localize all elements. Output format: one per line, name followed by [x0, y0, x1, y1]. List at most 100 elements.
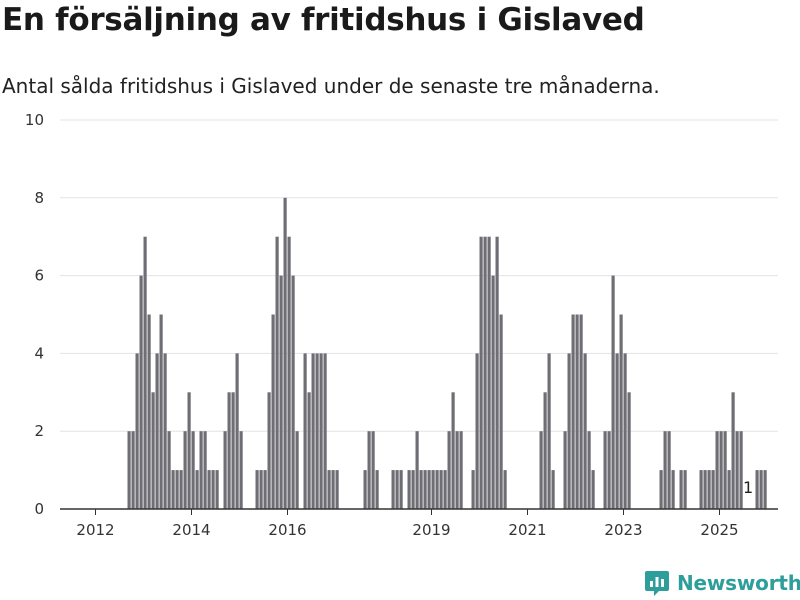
bar [431, 470, 435, 509]
bar-chart: 0 2 4 6 8 10 1 2012 2014 2016 2019 2021 2023 2025 [25, 111, 778, 539]
bar [627, 392, 631, 509]
bar [671, 470, 675, 509]
y-tick-label: 10 [25, 111, 44, 129]
bar [279, 275, 283, 509]
bar [483, 236, 487, 509]
newsworthy-logo-text: Newsworthy [677, 571, 800, 595]
bar [143, 236, 147, 509]
bar [411, 470, 415, 509]
bar [739, 431, 743, 509]
bar [731, 392, 735, 509]
bar [175, 470, 179, 509]
bar [267, 392, 271, 509]
bar [127, 431, 131, 509]
bar [755, 470, 759, 509]
bar [391, 470, 395, 509]
bar [579, 314, 583, 509]
bar [215, 470, 219, 509]
bar [315, 353, 319, 509]
bar [723, 431, 727, 509]
bar [179, 470, 183, 509]
bar [187, 392, 191, 509]
bar [319, 353, 323, 509]
bar [291, 275, 295, 509]
bar [395, 470, 399, 509]
bar [539, 431, 543, 509]
bar [407, 470, 411, 509]
bar [307, 392, 311, 509]
bar [443, 470, 447, 509]
bar [263, 470, 267, 509]
bar [363, 470, 367, 509]
bar [327, 470, 331, 509]
bar [167, 431, 171, 509]
bar [131, 431, 135, 509]
bar [375, 470, 379, 509]
bar [471, 470, 475, 509]
bar [711, 470, 715, 509]
bar [227, 392, 231, 509]
bar [567, 353, 571, 509]
bar [311, 353, 315, 509]
bar [163, 353, 167, 509]
newsworthy-logo: Newsworthy [644, 568, 800, 598]
gridlines [60, 119, 778, 432]
axes: 0 2 4 6 8 10 1 2012 2014 2016 2019 2021 2023 2025 [25, 111, 778, 539]
bar [255, 470, 259, 509]
bar [171, 470, 175, 509]
x-tick-label: 2012 [76, 521, 114, 539]
bar [619, 314, 623, 509]
bar [135, 353, 139, 509]
bar [147, 314, 151, 509]
x-tick-label: 2019 [412, 521, 450, 539]
bar [663, 431, 667, 509]
bar [487, 236, 491, 509]
bar [591, 470, 595, 509]
bar [275, 236, 279, 509]
y-tick-label: 0 [34, 500, 44, 518]
bar [451, 392, 455, 509]
bar [367, 431, 371, 509]
bar [759, 470, 763, 509]
bar [551, 470, 555, 509]
bar [499, 314, 503, 509]
x-tick-label: 2021 [508, 521, 546, 539]
bar [659, 470, 663, 509]
bar [303, 353, 307, 509]
bar [239, 431, 243, 509]
y-tick-label: 4 [34, 344, 44, 362]
bar [683, 470, 687, 509]
bar [575, 314, 579, 509]
bar [191, 431, 195, 509]
bar [415, 431, 419, 509]
bar [159, 314, 163, 509]
bar [423, 470, 427, 509]
bar [491, 275, 495, 509]
bar [447, 431, 451, 509]
y-tick-label: 2 [34, 422, 44, 440]
bar [719, 431, 723, 509]
bar [571, 314, 575, 509]
chart-title: En försäljning av fritidshus i Gislaved [2, 2, 645, 38]
bar [435, 470, 439, 509]
bar [183, 431, 187, 509]
newsworthy-logo-icon [645, 571, 669, 596]
bar [503, 470, 507, 509]
chart-subtitle: Antal sålda fritidshus i Gislaved under … [2, 74, 660, 98]
bar [439, 470, 443, 509]
bar [335, 470, 339, 509]
bar [679, 470, 683, 509]
bar [427, 470, 431, 509]
bar [479, 236, 483, 509]
bar [139, 275, 143, 509]
bar [195, 470, 199, 509]
bar [331, 470, 335, 509]
bar [763, 470, 767, 509]
bar [583, 353, 587, 509]
x-tick-label: 2016 [268, 521, 306, 539]
bar [455, 431, 459, 509]
bar [207, 470, 211, 509]
bar [735, 431, 739, 509]
y-tick-label: 8 [34, 189, 44, 207]
bar [231, 392, 235, 509]
